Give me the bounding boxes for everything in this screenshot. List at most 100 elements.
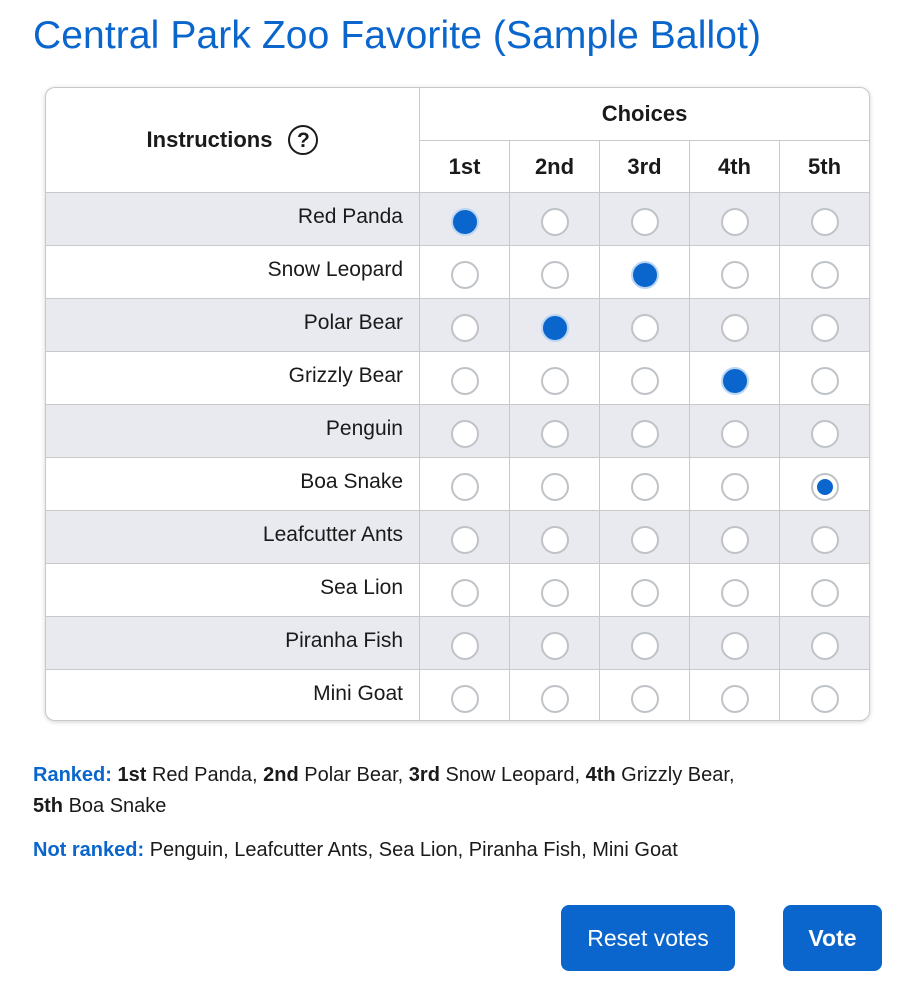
rank-radio-4th[interactable] [720, 261, 749, 289]
rank-radio-3rd[interactable] [630, 367, 659, 395]
candidate-name: Boa Snake [46, 457, 420, 511]
question-circle-icon[interactable]: ? [288, 125, 319, 155]
rank-cell [689, 616, 780, 670]
rank-cell [689, 192, 780, 246]
rank-radio-2nd[interactable] [540, 685, 569, 713]
rank-radio-3rd[interactable] [630, 420, 659, 448]
rank-cell [599, 404, 690, 458]
rank-radio-3rd[interactable] [630, 526, 659, 554]
rank-radio-5th[interactable] [810, 685, 839, 713]
ranked-name: Red Panda [151, 764, 253, 786]
rank-radio-1st[interactable] [450, 473, 479, 501]
rank-radio-5th[interactable] [810, 473, 839, 501]
rank-radio-1st[interactable] [450, 526, 479, 554]
rank-cell [778, 457, 869, 511]
choices-header: Choices [418, 88, 869, 141]
rank-radio-4th[interactable] [720, 420, 749, 448]
rank-radio-3rd[interactable] [630, 261, 659, 289]
rank-radio-2nd[interactable] [540, 579, 569, 607]
rank-radio-5th[interactable] [810, 261, 839, 289]
ranked-summary: Ranked: 1st Red Panda, 2nd Polar Bear, 3… [33, 764, 735, 817]
rank-radio-1st[interactable] [450, 208, 479, 236]
ranked-rank: 2nd [263, 764, 299, 786]
rank-radio-4th[interactable] [720, 579, 749, 607]
rank-radio-3rd[interactable] [630, 632, 659, 660]
rank-radio-4th[interactable] [720, 208, 749, 236]
instructions-label: Instructions [146, 127, 273, 152]
rank-cell [419, 245, 510, 299]
rank-radio-3rd[interactable] [630, 208, 659, 236]
rank-radio-1st[interactable] [450, 420, 479, 448]
rank-radio-4th[interactable] [720, 685, 749, 713]
ranked-name: Grizzly Bear [621, 764, 729, 786]
rank-cell [599, 192, 690, 246]
ranked-rank: 3rd [408, 764, 440, 786]
ranked-rank: 1st [117, 764, 147, 786]
rank-radio-4th[interactable] [720, 314, 749, 342]
rank-cell [599, 457, 690, 511]
rank-cell [599, 245, 690, 299]
rank-radio-2nd[interactable] [540, 208, 569, 236]
rank-radio-2nd[interactable] [540, 367, 569, 395]
rank-radio-3rd[interactable] [630, 473, 659, 501]
vote-summary: Ranked: 1st Red Panda, 2nd Polar Bear, 3… [33, 760, 833, 866]
instructions-header: Instructions ? [46, 88, 420, 193]
candidate-row: Piranha Fish [46, 616, 869, 670]
rank-radio-1st[interactable] [450, 367, 479, 395]
rank-cell [509, 616, 600, 670]
rank-radio-3rd[interactable] [630, 579, 659, 607]
rank-radio-5th[interactable] [810, 579, 839, 607]
candidate-name: Leafcutter Ants [46, 510, 420, 564]
rank-radio-2nd[interactable] [540, 632, 569, 660]
candidate-row: Red Panda [46, 192, 869, 246]
rank-radio-1st[interactable] [450, 579, 479, 607]
candidate-row: Penguin [46, 404, 869, 458]
rank-radio-5th[interactable] [810, 420, 839, 448]
rank-header-3rd: 3rd [599, 140, 690, 193]
rank-cell [689, 351, 780, 405]
rank-radio-1st[interactable] [450, 261, 479, 289]
rank-cell [419, 616, 510, 670]
rank-radio-1st[interactable] [450, 685, 479, 713]
rank-cell [689, 404, 780, 458]
reset-votes-button[interactable]: Reset votes [561, 905, 735, 971]
rank-radio-3rd[interactable] [630, 314, 659, 342]
ranked-rank: 5th [33, 795, 63, 817]
rank-cell [419, 192, 510, 246]
rank-cell [599, 351, 690, 405]
candidate-name: Penguin [46, 404, 420, 458]
rank-radio-2nd[interactable] [540, 526, 569, 554]
rank-cell [419, 563, 510, 617]
rank-radio-2nd[interactable] [540, 314, 569, 342]
candidate-row: Mini Goat [46, 669, 869, 720]
rank-cell [509, 245, 600, 299]
rank-radio-5th[interactable] [810, 526, 839, 554]
rank-radio-5th[interactable] [810, 314, 839, 342]
candidate-name: Snow Leopard [46, 245, 420, 299]
rank-radio-5th[interactable] [810, 208, 839, 236]
rank-cell [509, 457, 600, 511]
rank-cell [689, 563, 780, 617]
rank-radio-5th[interactable] [810, 632, 839, 660]
rank-cell [509, 192, 600, 246]
ranked-name: Polar Bear [304, 764, 398, 786]
rank-cell [509, 404, 600, 458]
vote-button[interactable]: Vote [783, 905, 882, 971]
rank-radio-4th[interactable] [720, 632, 749, 660]
candidate-row: Polar Bear [46, 298, 869, 352]
rank-cell [599, 298, 690, 352]
rank-cell [689, 245, 780, 299]
rank-radio-3rd[interactable] [630, 685, 659, 713]
rank-radio-5th[interactable] [810, 367, 839, 395]
rank-radio-4th[interactable] [720, 367, 749, 395]
rank-cell [689, 510, 780, 564]
rank-radio-2nd[interactable] [540, 473, 569, 501]
rank-radio-2nd[interactable] [540, 420, 569, 448]
rank-radio-4th[interactable] [720, 526, 749, 554]
candidate-row: Boa Snake [46, 457, 869, 511]
rank-radio-1st[interactable] [450, 632, 479, 660]
rank-radio-2nd[interactable] [540, 261, 569, 289]
rank-radio-4th[interactable] [720, 473, 749, 501]
rank-radio-1st[interactable] [450, 314, 479, 342]
ranked-label: Ranked: [33, 764, 112, 786]
